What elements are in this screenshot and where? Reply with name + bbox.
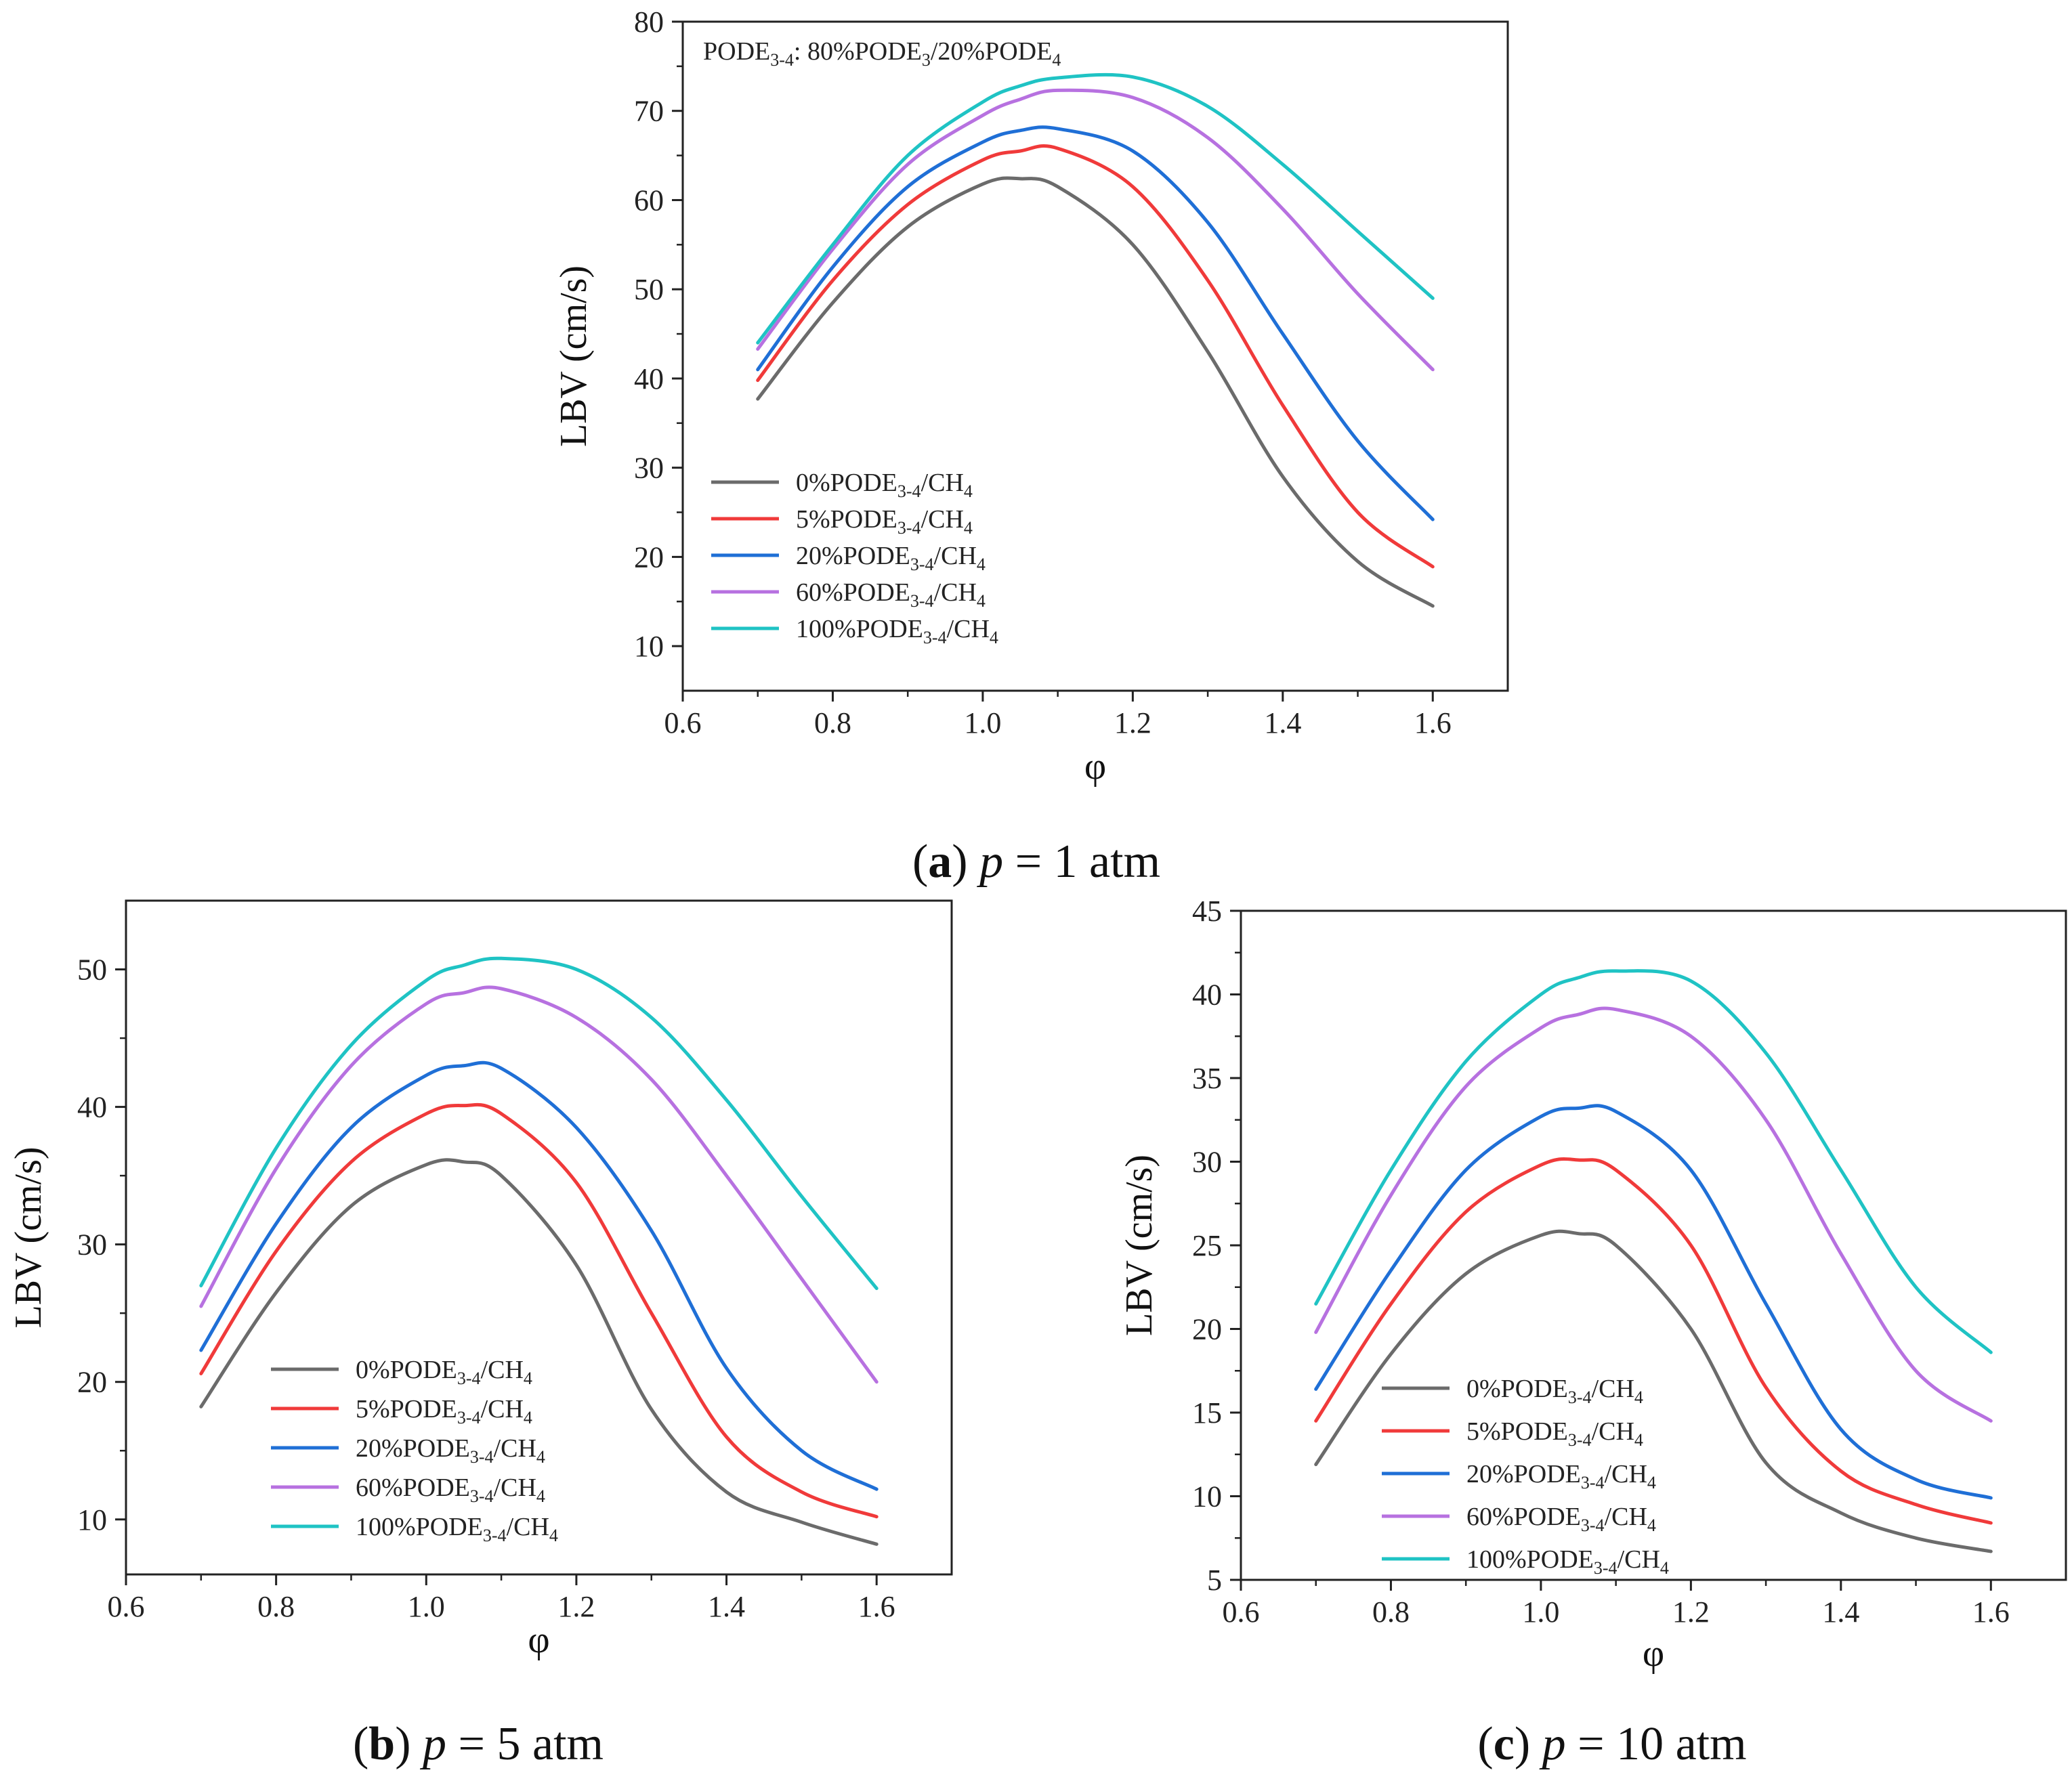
legend-label: 0%PODE3-4/CH4: [796, 469, 973, 501]
y-tick-label: 40: [1192, 979, 1222, 1012]
y-tick-label: 20: [1192, 1313, 1222, 1346]
x-tick-label: 0.6: [664, 706, 702, 739]
y-tick-label: 30: [634, 452, 664, 485]
x-axis-title: φ: [1084, 746, 1106, 788]
legend-label: 20%PODE3-4/CH4: [1466, 1460, 1656, 1492]
x-tick-label: 1.4: [708, 1590, 745, 1623]
x-tick-label: 1.2: [1114, 706, 1151, 739]
legend-label: 60%PODE3-4/CH4: [356, 1474, 545, 1506]
plot-frame: [681, 20, 1509, 692]
series-line-3: [756, 88, 1435, 372]
y-axis-title: LBV (cm/s): [553, 265, 595, 447]
x-tick-label: 1.2: [1672, 1595, 1710, 1629]
y-tick-label: 70: [634, 95, 664, 128]
x-tick-label: 1.0: [408, 1590, 445, 1623]
y-tick-label: 30: [77, 1228, 107, 1262]
legend-label: 100%PODE3-4/CH4: [356, 1513, 558, 1545]
y-tick-label: 30: [1192, 1146, 1222, 1179]
y-axis-title: LBV (cm/s): [1118, 1155, 1160, 1336]
x-tick-label: 1.6: [1972, 1595, 2010, 1629]
legend-label: 100%PODE3-4/CH4: [796, 615, 998, 647]
series-line-2: [1314, 1104, 1993, 1500]
y-tick-label: 5: [1207, 1564, 1222, 1597]
y-tick-label: 20: [77, 1366, 107, 1399]
caption-a: (a) p = 1 atm: [912, 836, 1160, 888]
legend-label: 20%PODE3-4/CH4: [356, 1434, 545, 1467]
legend-label: 60%PODE3-4/CH4: [796, 578, 986, 611]
series-line-2: [199, 1060, 879, 1491]
series-line-2: [756, 125, 1435, 521]
series-line-0: [1314, 1229, 1993, 1553]
y-tick-label: 45: [1192, 895, 1222, 928]
x-tick-label: 0.6: [1223, 1595, 1260, 1629]
y-tick-label: 40: [634, 362, 664, 395]
legend-label: 5%PODE3-4/CH4: [796, 505, 973, 538]
caption-b: (b) p = 5 atm: [353, 1718, 604, 1770]
series-line-4: [1314, 969, 1993, 1354]
chart-annotation: PODE3-4: 80%PODE3/20%PODE4: [703, 37, 1061, 70]
legend-label: 60%PODE3-4/CH4: [1466, 1503, 1656, 1535]
y-tick-label: 15: [1192, 1396, 1222, 1430]
legend-label: 5%PODE3-4/CH4: [1466, 1417, 1643, 1450]
x-tick-label: 1.4: [1264, 706, 1301, 739]
legend-label: 0%PODE3-4/CH4: [356, 1356, 532, 1388]
y-axis-title: LBV (cm/s): [7, 1146, 49, 1328]
legend-label: 5%PODE3-4/CH4: [356, 1395, 532, 1427]
chart-panel-a: 0.6 0.8 1.0 1.2 1.4 1.6 10 20 30 40 50 60 70 80 φ LBV (…: [553, 5, 1509, 788]
y-tick-label: 80: [634, 5, 664, 39]
x-tick-label: 0.6: [108, 1590, 145, 1623]
legend-label: 100%PODE3-4/CH4: [1466, 1545, 1669, 1578]
series-line-1: [756, 144, 1435, 569]
caption-c: (c) p = 10 atm: [1477, 1718, 1746, 1770]
x-tick-label: 1.6: [858, 1590, 895, 1623]
y-tick-label: 35: [1192, 1062, 1222, 1095]
chart-panel-b: 0.6 0.8 1.0 1.2 1.4 1.6 10 20 30 40 50 φ LBV (cm/s) 0…: [7, 899, 953, 1661]
series-line-4: [756, 72, 1435, 345]
x-axis-title: φ: [1643, 1633, 1664, 1675]
series-line-3: [1314, 1006, 1993, 1423]
chart-panel-c: 0.6 0.8 1.0 1.2 1.4 1.6 5 10 15 20 25 30 35 40 45 φ LBV …: [1118, 895, 2067, 1675]
y-tick-label: 10: [634, 630, 664, 663]
legend-label: 20%PODE3-4/CH4: [796, 542, 986, 574]
x-tick-label: 0.8: [257, 1590, 295, 1623]
x-tick-label: 1.6: [1414, 706, 1452, 739]
x-axis-title: φ: [528, 1619, 549, 1661]
y-tick-label: 50: [634, 273, 664, 306]
x-tick-label: 1.0: [964, 706, 1001, 739]
series-line-1: [1314, 1157, 1993, 1525]
y-tick-label: 50: [77, 953, 107, 987]
series-line-1: [199, 1102, 879, 1519]
x-tick-label: 1.0: [1522, 1595, 1559, 1629]
y-tick-label: 40: [77, 1091, 107, 1124]
plot-frame: [125, 899, 953, 1576]
y-tick-label: 20: [634, 540, 664, 574]
y-tick-label: 60: [634, 184, 664, 217]
series-line-0: [199, 1158, 879, 1546]
series-line-3: [199, 985, 879, 1384]
series-line-4: [199, 956, 879, 1291]
series-line-0: [756, 176, 1435, 608]
x-tick-label: 1.2: [557, 1590, 595, 1623]
figure-captions: (a) p = 1 atm (b) p = 5 atm (c) p = 10 atm: [353, 836, 1747, 1770]
x-tick-label: 1.4: [1822, 1595, 1859, 1629]
y-tick-label: 25: [1192, 1229, 1222, 1262]
y-tick-label: 10: [77, 1503, 107, 1537]
y-tick-label: 10: [1192, 1480, 1222, 1513]
x-tick-label: 0.8: [814, 706, 851, 739]
legend-label: 0%PODE3-4/CH4: [1466, 1375, 1643, 1407]
x-tick-label: 0.8: [1372, 1595, 1410, 1629]
